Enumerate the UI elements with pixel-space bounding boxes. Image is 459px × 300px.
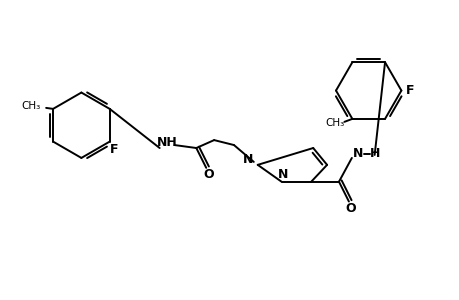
Text: H: H bbox=[369, 148, 379, 160]
Text: N: N bbox=[242, 153, 252, 167]
Text: O: O bbox=[345, 202, 355, 215]
Text: CH₃: CH₃ bbox=[324, 118, 343, 128]
Text: N: N bbox=[278, 168, 288, 181]
Text: F: F bbox=[405, 84, 414, 97]
Text: N: N bbox=[352, 148, 362, 160]
Text: CH₃: CH₃ bbox=[21, 101, 40, 111]
Text: NH: NH bbox=[157, 136, 178, 148]
Text: O: O bbox=[202, 168, 213, 181]
Text: F: F bbox=[109, 143, 118, 156]
